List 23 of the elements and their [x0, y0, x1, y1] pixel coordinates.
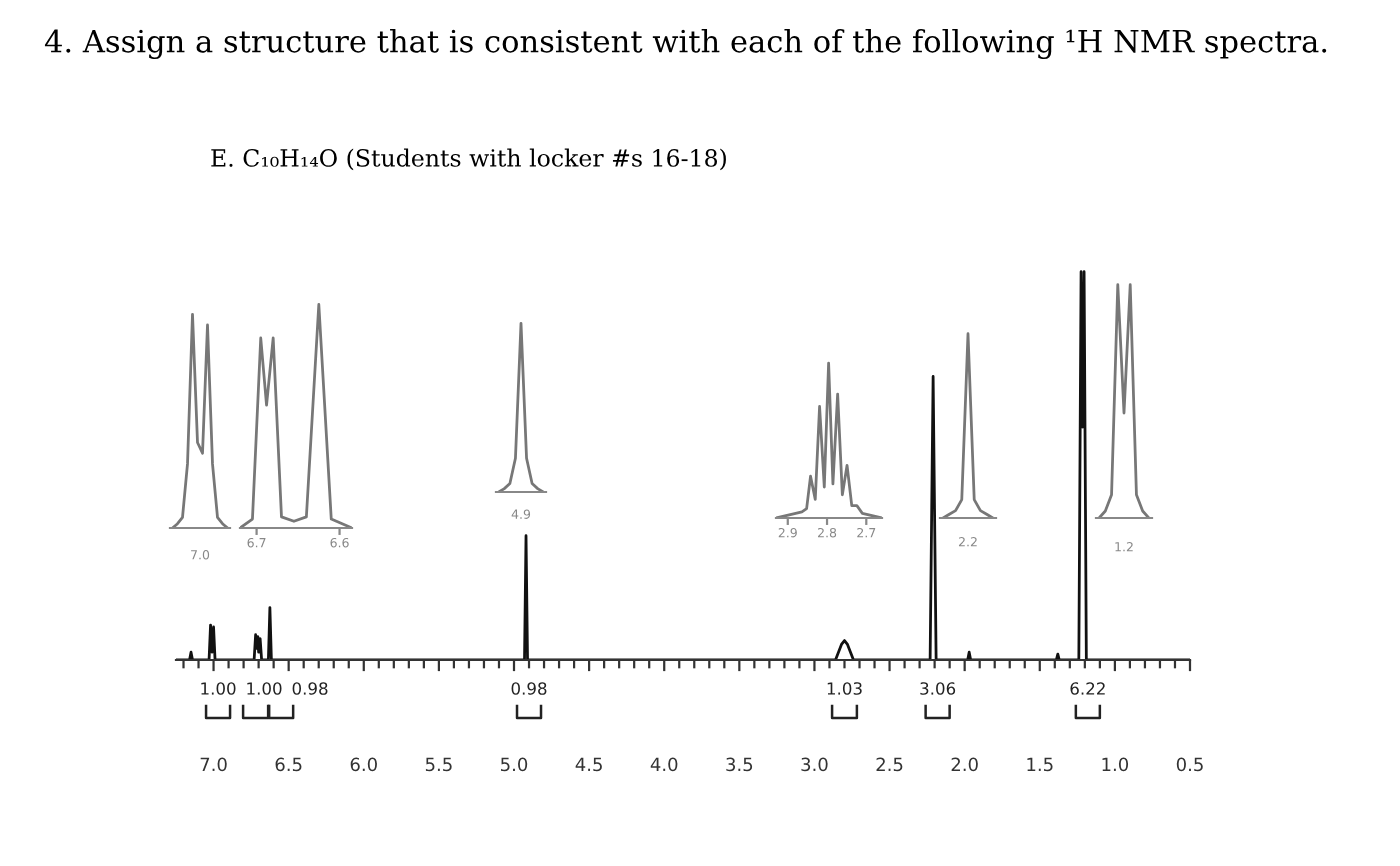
x-tick-label: 3.5	[726, 757, 753, 772]
x-tick-label: 5.5	[425, 757, 452, 772]
x-tick-label: 1.0	[1102, 757, 1129, 772]
annotation: 1.03	[827, 682, 862, 695]
x-tick-label: 2.5	[876, 757, 903, 772]
x-tick-label: 7.0	[200, 757, 227, 772]
chart-subtitle: E. C₁₀H₁₄O (Students with locker #s 16-18)	[211, 148, 726, 171]
x-tick-label: 1.5	[1027, 757, 1053, 772]
x-tick-label: 4.5	[575, 757, 602, 772]
annotation: 3.06	[920, 682, 956, 695]
chart-title: 4. Assign a structure that is consistent with each of the following ¹H NMR spectra.	[44, 29, 1327, 59]
x-tick-label: 6.0	[350, 757, 377, 772]
x-tick-label: 6.5	[275, 757, 302, 772]
annotation: 1.00	[201, 682, 236, 695]
x-tick-label: 5.0	[501, 757, 528, 772]
annotation: 6.22	[1070, 682, 1105, 695]
x-tick-label: 4.0	[650, 757, 678, 772]
x-tick-label: 3.0	[801, 757, 828, 772]
annotation: 0.98	[511, 682, 547, 695]
x-tick-label: 0.5	[1176, 757, 1203, 772]
annotation: 1.00	[247, 682, 282, 695]
annotation: 0.98	[292, 682, 328, 695]
x-tick-label: 2.0	[951, 757, 978, 772]
